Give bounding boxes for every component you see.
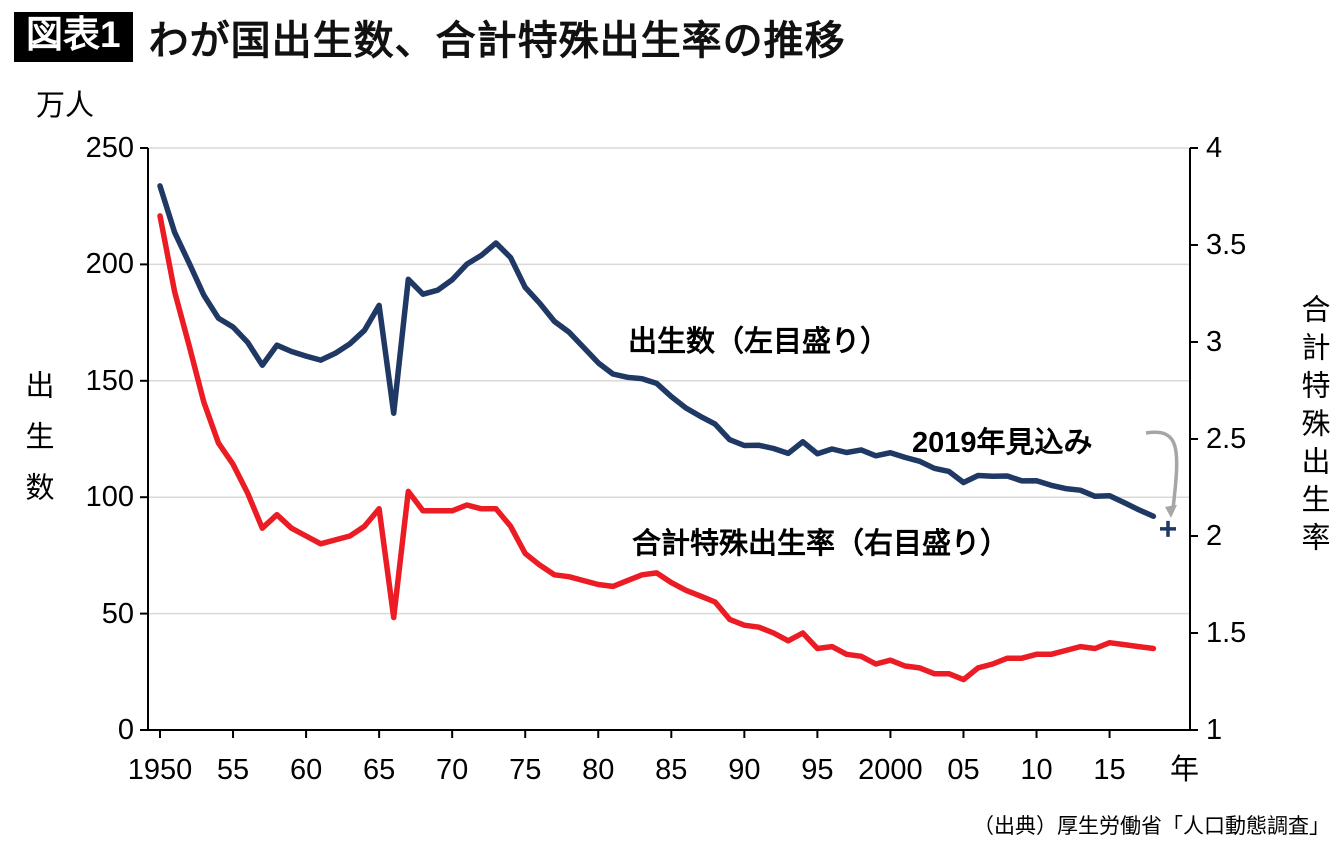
right-axis-tick-label: 1 [1206,714,1223,746]
x-axis-tick-label: 95 [801,754,834,786]
figure-number-badge: 図表1 [14,11,133,63]
right-axis-tick-label: 3.5 [1206,229,1247,261]
left-axis-tick-label: 250 [85,132,134,164]
right-axis-tick-label: 2.5 [1206,423,1247,455]
right-axis-tick-label: 2 [1206,520,1223,552]
annotation-arrowhead [1165,504,1177,518]
source-note: （出典）厚生労働省「人口動態調査」 [973,815,1330,838]
header: 図表1 わが国出生数、合計特殊出生率の推移 [14,8,846,66]
x-axis-tick-label: 90 [728,754,761,786]
x-axis-tick-label: 05 [947,754,980,786]
right-axis-tick-label: 3 [1206,326,1223,358]
left-axis-tick-label: 0 [117,714,134,746]
x-axis-unit-label: 年 [1170,754,1200,786]
x-axis-tick-label: 65 [362,754,396,786]
x-axis-tick-label: 15 [1093,754,1126,786]
left-axis-tick-label: 150 [85,364,134,397]
tfr-line [157,213,1157,683]
x-axis-tick-label: 75 [509,754,542,786]
births-series-label: 出生数（左目盛り） [628,326,890,358]
births-line [157,183,1157,520]
x-axis-tick-label: 2000 [858,754,923,786]
x-axis-tick-label: 1950 [127,754,193,786]
left-axis-tick-label: 100 [85,481,134,514]
annotation-arrow [1145,430,1179,510]
x-axis-tick-label: 55 [216,754,250,786]
page-title: わが国出生数、合計特殊出生率の推移 [148,19,846,63]
tfr-series-label: 合計特殊出生率（右目盛り） [632,528,1010,560]
left-axis-unit-label: 万人 [36,90,95,122]
left-axis-title: 出生数 [21,370,53,523]
right-axis-tick-label: 1.5 [1206,617,1247,649]
x-axis-tick-label: 85 [655,754,688,786]
left-axis-tick-label: 200 [85,248,134,281]
projection-annotation-label: 2019年見込み [912,427,1093,459]
x-axis-tick-label: 70 [436,754,469,786]
x-axis-tick-label: 60 [289,754,323,786]
left-axis-tick-label: 50 [101,597,134,630]
right-axis-title: 合計特殊出生率 [1297,294,1329,560]
x-axis-tick-label: 80 [582,754,615,786]
x-axis-tick-label: 10 [1020,754,1053,786]
right-axis-tick-label: 4 [1206,132,1223,164]
